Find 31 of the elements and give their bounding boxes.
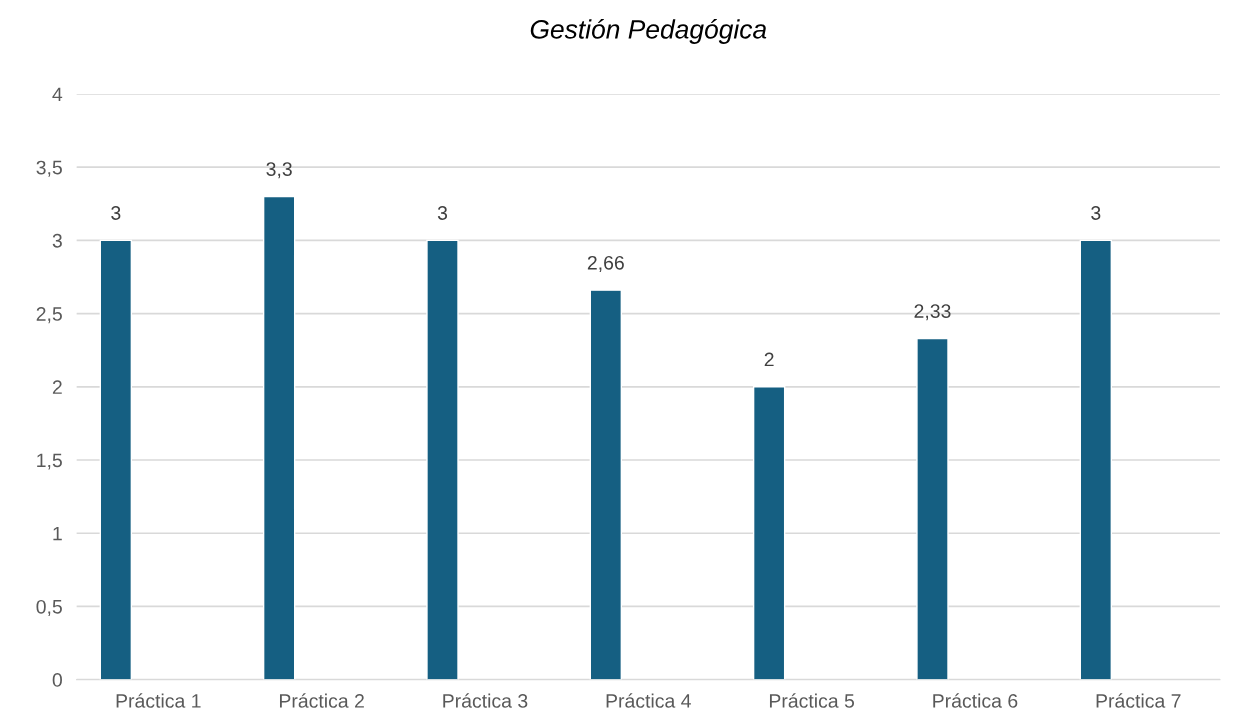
x-tick-label: Práctica 1	[116, 693, 201, 708]
bar	[916, 337, 949, 680]
y-tick-label: 1,5	[37, 453, 62, 470]
bar	[426, 239, 459, 680]
x-tick-label: Práctica 3	[443, 693, 528, 708]
y-tick-label: 2	[52, 380, 62, 394]
bar	[262, 195, 296, 680]
data-label: 3	[1091, 206, 1101, 220]
x-tick-label: Práctica 6	[933, 693, 1018, 708]
bar	[1079, 239, 1113, 680]
data-label: 2	[764, 352, 774, 367]
x-tick-label: Práctica 7	[1096, 693, 1181, 708]
y-tick-label: 4	[52, 87, 63, 102]
y-tick-label: 0,5	[36, 599, 62, 616]
data-label: 3,3	[266, 162, 292, 179]
y-tick-label: 3,5	[36, 160, 62, 177]
y-tick-label: 1	[53, 526, 62, 541]
x-tick-label: Práctica 5	[769, 693, 855, 708]
y-tick-label: 0	[52, 673, 62, 687]
data-label: 2,33	[914, 304, 951, 321]
data-label: 2,66	[587, 255, 624, 272]
y-tick-label: 3	[52, 233, 62, 248]
x-tick-label: Práctica 4	[606, 693, 691, 708]
bar	[589, 289, 623, 680]
data-label: 3	[111, 206, 121, 220]
bar	[752, 386, 786, 680]
y-tick-label: 2,5	[36, 307, 62, 324]
data-label: 3	[437, 206, 448, 220]
chart-title: Gestión Pedagógica	[530, 19, 767, 44]
bar	[99, 239, 133, 680]
x-tick-label: Práctica 2	[279, 693, 364, 708]
